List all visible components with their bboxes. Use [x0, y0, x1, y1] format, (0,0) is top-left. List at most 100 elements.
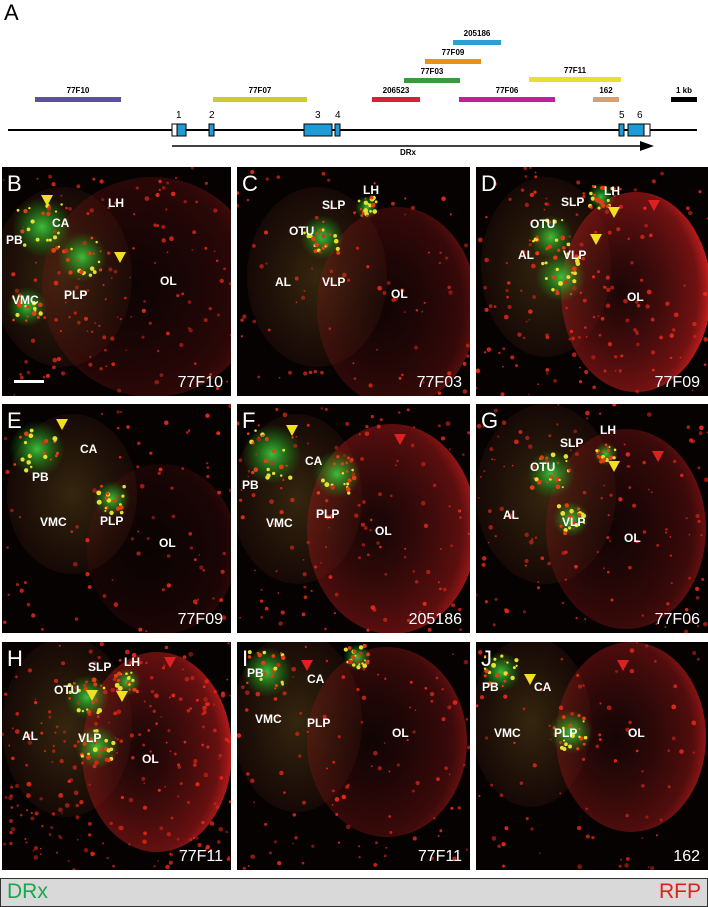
fragment-label-206523: 206523 — [382, 86, 410, 95]
region-label-lh: LH — [124, 655, 140, 669]
panel-id: 77F03 — [416, 374, 462, 391]
panel-id: 77F11 — [417, 848, 462, 865]
region-label-al: AL — [518, 248, 534, 262]
exon-number-4: 4 — [335, 110, 341, 121]
region-label-plp: PLP — [100, 514, 124, 528]
region-label-ol: OL — [375, 524, 392, 538]
panel-id: 205186 — [408, 611, 462, 628]
fragment-bar-77F10 — [35, 97, 121, 102]
micrograph-image — [476, 642, 706, 870]
region-label-ca: CA — [307, 672, 325, 686]
region-label-otu: OTU — [289, 224, 315, 238]
panel-c: C SLP LH OTU AL VLP OL 77F03 — [237, 167, 470, 396]
region-label-plp: PLP — [64, 288, 88, 302]
panel-id: 77F06 — [654, 611, 700, 628]
fragment-label-77F03: 77F03 — [420, 67, 444, 76]
exon-number-1: 1 — [176, 110, 182, 121]
gene-structure — [8, 123, 697, 151]
region-label-pb: PB — [482, 680, 499, 694]
panel-f: F PB CA VMC PLP OL 205186 — [237, 404, 470, 633]
channel-legend: DRx RFP — [0, 878, 708, 907]
region-label-al: AL — [275, 275, 291, 289]
region-label-ol: OL — [160, 274, 177, 288]
fragment-label-205186: 205186 — [463, 29, 491, 38]
yellow-arrowhead-icon — [56, 419, 68, 430]
region-label-plp: PLP — [307, 716, 331, 730]
region-label-slp: SLP — [560, 436, 584, 450]
panel-letter: C — [242, 171, 258, 196]
micrograph-image — [237, 407, 470, 633]
region-label-ca: CA — [52, 216, 70, 230]
red-arrowhead-icon — [648, 200, 660, 211]
micrograph-image — [476, 404, 708, 633]
yellow-arrowhead-icon — [286, 425, 298, 436]
fragment-label-162: 162 — [599, 86, 613, 95]
region-label-vlp: VLP — [562, 515, 586, 529]
exon-number-3: 3 — [315, 110, 321, 121]
region-label-pb: PB — [242, 478, 259, 492]
region-label-pb: PB — [32, 470, 49, 484]
region-label-vmc: VMC — [12, 293, 39, 307]
yellow-arrowhead-icon — [86, 690, 98, 701]
fragment-bar-77F09 — [425, 59, 481, 64]
red-arrowhead-icon — [652, 451, 664, 462]
region-label-otu: OTU — [530, 460, 556, 474]
yellow-arrowhead-icon — [524, 674, 536, 685]
yellow-arrowhead-icon — [114, 252, 126, 263]
region-label-ol: OL — [628, 726, 645, 740]
panel-j: J PB CA VMC PLP OL 162 — [476, 642, 708, 870]
fragment-bar-162 — [593, 97, 619, 102]
fragment-label-77F07: 77F07 — [248, 86, 272, 95]
exon-number-6: 6 — [637, 110, 643, 121]
micrograph-image — [2, 167, 231, 396]
panel-g: G SLP LH OTU AL VLP OL 77F06 — [476, 404, 708, 633]
region-label-ol: OL — [624, 531, 641, 545]
panel-letter: I — [242, 646, 249, 671]
exon-number-5: 5 — [619, 110, 625, 121]
fragment-bar-77F11 — [529, 77, 621, 82]
scale-bar-micro — [14, 380, 44, 383]
region-label-pb: PB — [247, 666, 264, 680]
region-label-slp: SLP — [88, 660, 112, 674]
region-label-lh: LH — [604, 184, 620, 198]
panel-letter: H — [7, 646, 23, 671]
panel-e: E CA PB VMC PLP OL 77F09 — [2, 404, 231, 633]
region-label-ca: CA — [305, 454, 323, 468]
red-arrowhead-icon — [394, 434, 406, 445]
fragment-bar-77F06 — [459, 97, 555, 102]
panel-a-letter: A — [4, 0, 19, 25]
region-label-vmc: VMC — [266, 516, 293, 530]
fragment-label-77F11: 77F11 — [563, 66, 587, 75]
region-label-ol: OL — [159, 536, 176, 550]
region-label-ol: OL — [627, 290, 644, 304]
fragment-bar-77F07 — [213, 97, 307, 102]
micrograph-image — [476, 167, 708, 396]
region-label-plp: PLP — [316, 507, 340, 521]
region-label-vlp: VLP — [78, 731, 102, 745]
fragment-bar-205186 — [453, 40, 501, 45]
fragment-label-77F09: 77F09 — [441, 48, 465, 57]
yellow-arrowhead-icon — [41, 195, 53, 206]
red-arrowhead-icon — [617, 660, 629, 671]
micrograph-image — [2, 642, 231, 870]
region-label-slp: SLP — [561, 195, 585, 209]
legend-drx-label: DRx — [7, 880, 48, 903]
panel-id: 77F11 — [178, 848, 223, 865]
region-label-vmc: VMC — [494, 726, 521, 740]
fragment-bar-206523 — [372, 97, 420, 102]
panel-i: I PB CA VMC PLP OL 77F11 — [237, 642, 470, 870]
panel-letter: G — [481, 408, 499, 433]
exon-number-2: 2 — [209, 110, 215, 121]
region-label-otu: OTU — [54, 683, 80, 697]
micrograph-image — [237, 642, 470, 870]
region-label-al: AL — [503, 508, 519, 522]
panel-id: 77F10 — [177, 374, 223, 391]
legend-rfp-label: RFP — [659, 880, 701, 903]
yellow-arrowhead-icon — [608, 207, 620, 218]
region-label-lh: LH — [363, 183, 379, 197]
exons — [171, 123, 651, 137]
yellow-arrowhead-icon — [590, 234, 602, 245]
panel-id: 162 — [673, 848, 700, 865]
region-label-ol: OL — [391, 287, 408, 301]
fragment-label-77F10: 77F10 — [66, 86, 90, 95]
